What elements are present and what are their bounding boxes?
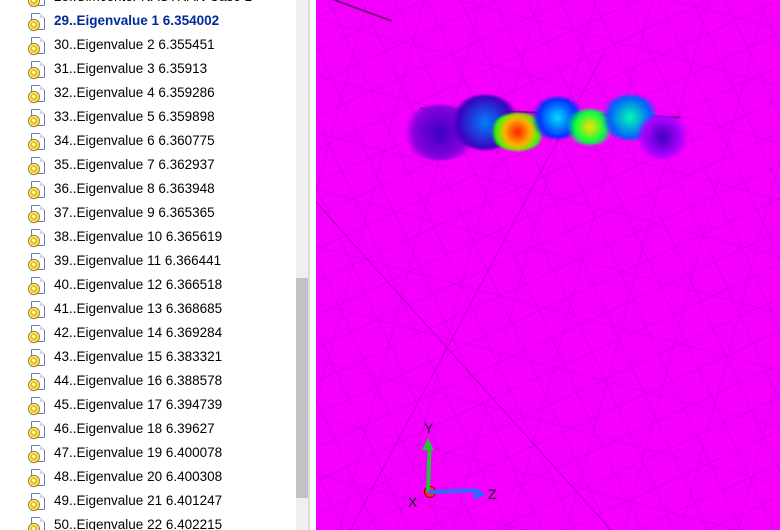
result-set-icon xyxy=(30,469,46,485)
result-set-item[interactable]: 50..Eigenvalue 22 6.402215 xyxy=(0,513,296,530)
result-set-icon xyxy=(30,277,46,293)
tree-scrollbar-thumb[interactable] xyxy=(296,278,308,498)
result-set-item[interactable]: 33..Eigenvalue 5 6.359898 xyxy=(0,105,296,129)
app-root: 28..Simcenter NASTRAN Case 129..Eigenval… xyxy=(0,0,780,530)
result-set-label: 50..Eigenvalue 22 6.402215 xyxy=(54,513,222,530)
result-set-label: 37..Eigenvalue 9 6.365365 xyxy=(54,201,215,225)
tree-scrollbar-track[interactable] xyxy=(296,0,308,530)
result-set-icon xyxy=(30,421,46,437)
result-set-item[interactable]: 46..Eigenvalue 18 6.39627 xyxy=(0,417,296,441)
result-set-label: 45..Eigenvalue 17 6.394739 xyxy=(54,393,222,417)
results-tree-panel: 28..Simcenter NASTRAN Case 129..Eigenval… xyxy=(0,0,310,530)
result-set-item[interactable]: 38..Eigenvalue 10 6.365619 xyxy=(0,225,296,249)
result-set-item[interactable]: 31..Eigenvalue 3 6.35913 xyxy=(0,57,296,81)
result-set-item[interactable]: 32..Eigenvalue 4 6.359286 xyxy=(0,81,296,105)
result-set-item[interactable]: 29..Eigenvalue 1 6.354002 xyxy=(0,9,296,33)
result-set-icon xyxy=(30,445,46,461)
result-set-label: 39..Eigenvalue 11 6.366441 xyxy=(54,249,221,273)
result-set-label: 29..Eigenvalue 1 6.354002 xyxy=(54,9,219,33)
result-set-label: 41..Eigenvalue 13 6.368685 xyxy=(54,297,222,321)
result-set-label: 43..Eigenvalue 15 6.383321 xyxy=(54,345,222,369)
result-set-label: 44..Eigenvalue 16 6.388578 xyxy=(54,369,222,393)
result-set-item[interactable]: 48..Eigenvalue 20 6.400308 xyxy=(0,465,296,489)
result-set-icon xyxy=(30,109,46,125)
result-set-icon xyxy=(30,253,46,269)
result-set-icon xyxy=(30,181,46,197)
result-set-item[interactable]: 36..Eigenvalue 8 6.363948 xyxy=(0,177,296,201)
result-set-icon xyxy=(30,205,46,221)
result-set-icon xyxy=(30,157,46,173)
result-set-label: 31..Eigenvalue 3 6.35913 xyxy=(54,57,207,81)
result-set-item[interactable]: 35..Eigenvalue 7 6.362937 xyxy=(0,153,296,177)
result-set-item[interactable]: 42..Eigenvalue 14 6.369284 xyxy=(0,321,296,345)
result-set-icon xyxy=(30,37,46,53)
result-set-icon xyxy=(30,0,46,5)
result-set-item[interactable]: 41..Eigenvalue 13 6.368685 xyxy=(0,297,296,321)
result-set-label: 48..Eigenvalue 20 6.400308 xyxy=(54,465,222,489)
result-set-item[interactable]: 45..Eigenvalue 17 6.394739 xyxy=(0,393,296,417)
result-set-label: 46..Eigenvalue 18 6.39627 xyxy=(54,417,215,441)
result-set-icon xyxy=(30,61,46,77)
result-set-label: 40..Eigenvalue 12 6.366518 xyxy=(54,273,222,297)
result-set-item[interactable]: 28..Simcenter NASTRAN Case 1 xyxy=(0,0,296,9)
result-set-icon xyxy=(30,301,46,317)
result-set-label: 49..Eigenvalue 21 6.401247 xyxy=(54,489,222,513)
result-set-icon xyxy=(30,13,46,29)
result-set-label: 28..Simcenter NASTRAN Case 1 xyxy=(54,0,252,9)
result-set-item[interactable]: 40..Eigenvalue 12 6.366518 xyxy=(0,273,296,297)
result-set-label: 42..Eigenvalue 14 6.369284 xyxy=(54,321,222,345)
result-set-item[interactable]: 37..Eigenvalue 9 6.365365 xyxy=(0,201,296,225)
result-set-label: 34..Eigenvalue 6 6.360775 xyxy=(54,129,215,153)
result-set-label: 30..Eigenvalue 2 6.355451 xyxy=(54,33,215,57)
results-tree[interactable]: 28..Simcenter NASTRAN Case 129..Eigenval… xyxy=(0,0,296,530)
viewport-left-gutter xyxy=(310,0,316,530)
result-set-label: 38..Eigenvalue 10 6.365619 xyxy=(54,225,222,249)
result-set-label: 32..Eigenvalue 4 6.359286 xyxy=(54,81,215,105)
result-set-icon xyxy=(30,493,46,509)
result-set-item[interactable]: 39..Eigenvalue 11 6.366441 xyxy=(0,249,296,273)
result-set-icon xyxy=(30,229,46,245)
result-set-icon xyxy=(30,349,46,365)
result-set-item[interactable]: 30..Eigenvalue 2 6.355451 xyxy=(0,33,296,57)
result-set-item[interactable]: 34..Eigenvalue 6 6.360775 xyxy=(0,129,296,153)
result-set-item[interactable]: 43..Eigenvalue 15 6.383321 xyxy=(0,345,296,369)
result-set-label: 33..Eigenvalue 5 6.359898 xyxy=(54,105,215,129)
result-set-label: 35..Eigenvalue 7 6.362937 xyxy=(54,153,215,177)
result-set-item[interactable]: 49..Eigenvalue 21 6.401247 xyxy=(0,489,296,513)
result-set-icon xyxy=(30,517,46,530)
result-set-label: 47..Eigenvalue 19 6.400078 xyxy=(54,441,222,465)
result-set-item[interactable]: 44..Eigenvalue 16 6.388578 xyxy=(0,369,296,393)
result-set-icon xyxy=(30,85,46,101)
result-set-icon xyxy=(30,373,46,389)
result-set-icon xyxy=(30,397,46,413)
result-set-label: 36..Eigenvalue 8 6.363948 xyxy=(54,177,215,201)
result-set-icon xyxy=(30,133,46,149)
result-set-item[interactable]: 47..Eigenvalue 19 6.400078 xyxy=(0,441,296,465)
result-set-icon xyxy=(30,325,46,341)
mesh-lines-coarse xyxy=(310,0,780,530)
model-viewport[interactable]: Y Z X xyxy=(310,0,780,530)
